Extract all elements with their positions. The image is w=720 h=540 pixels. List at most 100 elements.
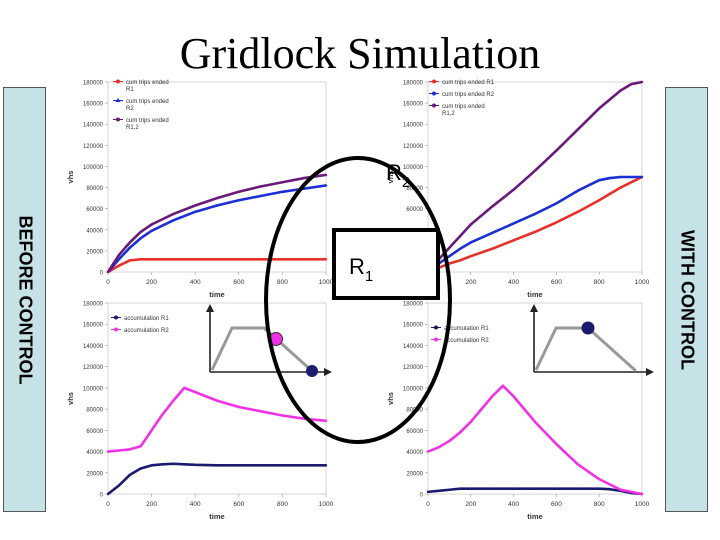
data-point xyxy=(619,488,622,491)
data-point xyxy=(128,259,131,262)
y-tick-label: 140000 xyxy=(403,123,424,129)
data-point xyxy=(150,429,153,432)
data-point xyxy=(491,487,494,490)
y-tick-label: 100000 xyxy=(403,386,424,392)
y-tick-label: 180000 xyxy=(83,81,104,87)
data-point xyxy=(608,488,612,491)
y-tick-label: 160000 xyxy=(83,102,104,108)
data-point xyxy=(640,492,644,496)
y-axis-label: vhs xyxy=(386,392,395,405)
legend-label: cum trips ended R2 xyxy=(442,92,495,98)
x-tick-label: 1000 xyxy=(319,501,334,508)
x-axis-label: time xyxy=(209,290,224,299)
data-point xyxy=(303,176,306,180)
data-point xyxy=(117,253,121,257)
y-tick-label: 140000 xyxy=(83,123,104,129)
x-tick-label: 600 xyxy=(233,501,244,508)
data-point xyxy=(194,210,197,214)
y-tick-label: 160000 xyxy=(83,323,104,329)
data-point xyxy=(194,258,197,261)
data-point xyxy=(512,222,515,225)
x-tick-label: 600 xyxy=(551,279,562,286)
data-point xyxy=(598,477,601,481)
y-tick-label: 120000 xyxy=(403,144,424,150)
data-point xyxy=(324,464,328,467)
data-point xyxy=(128,448,131,451)
y-tick-label: 60000 xyxy=(406,207,423,213)
data-point xyxy=(555,221,558,224)
x-tick-label: 0 xyxy=(106,501,110,508)
x-tick-label: 200 xyxy=(465,279,476,286)
data-point xyxy=(533,212,537,216)
data-point xyxy=(501,384,505,387)
y-tick-label: 100000 xyxy=(83,165,104,171)
series-line xyxy=(427,175,642,274)
data-point xyxy=(448,246,451,249)
data-point xyxy=(598,107,601,110)
data-point xyxy=(448,254,451,258)
y-tick-label: 80000 xyxy=(86,186,103,192)
y-tick-label: 120000 xyxy=(403,365,424,371)
data-point xyxy=(619,175,622,179)
y-tick-label: 40000 xyxy=(86,450,103,456)
data-point xyxy=(533,420,537,424)
plot-area xyxy=(427,302,643,495)
data-point xyxy=(533,487,537,490)
x-tick-label: 0 xyxy=(426,501,430,508)
legend-label: R1 xyxy=(126,87,134,93)
data-point xyxy=(117,258,121,261)
x-tick-label: 400 xyxy=(508,279,519,286)
data-point xyxy=(128,241,131,244)
y-tick-label: 40000 xyxy=(86,228,103,234)
region-circle xyxy=(264,156,452,444)
data-point xyxy=(150,464,153,467)
data-point xyxy=(448,488,451,491)
data-point xyxy=(324,419,328,422)
x-tick-label: 400 xyxy=(190,501,201,508)
data-point xyxy=(491,247,494,250)
data-point xyxy=(281,258,284,261)
y-tick-label: 160000 xyxy=(403,323,424,329)
data-point xyxy=(183,386,186,390)
region-r2-label: R2 xyxy=(386,160,410,191)
data-point xyxy=(533,169,537,172)
data-point xyxy=(117,449,121,452)
data-point xyxy=(215,464,219,467)
legend-label: accumulation R2 xyxy=(444,338,489,344)
data-point xyxy=(139,467,142,470)
data-point xyxy=(172,462,175,465)
inset-mfd-curve xyxy=(534,326,638,373)
data-point xyxy=(237,258,240,261)
region-r1-label: R1 xyxy=(349,254,373,285)
y-tick-label: 60000 xyxy=(86,207,103,213)
data-point xyxy=(281,181,284,184)
legend-label: cum trips ended xyxy=(126,99,169,105)
y-tick-label: 20000 xyxy=(86,249,103,255)
inset-r1-dot xyxy=(306,365,318,377)
data-point xyxy=(281,464,284,467)
x-tick-label: 0 xyxy=(106,279,110,286)
y-tick-label: 140000 xyxy=(403,344,424,350)
data-point xyxy=(281,190,284,193)
data-point xyxy=(259,185,262,188)
data-point xyxy=(608,176,612,180)
data-point xyxy=(106,492,110,496)
x-tick-label: 200 xyxy=(146,501,157,508)
data-point xyxy=(139,230,142,234)
plot-area xyxy=(427,81,643,273)
y-tick-label: 80000 xyxy=(86,408,103,414)
data-point xyxy=(172,258,175,261)
data-point xyxy=(469,223,472,226)
data-point xyxy=(491,205,494,208)
data-point xyxy=(512,487,515,490)
data-point xyxy=(598,487,601,490)
y-tick-label: 100000 xyxy=(403,165,424,171)
inset-x-arrow xyxy=(324,368,332,376)
y-tick-label: 40000 xyxy=(406,450,423,456)
region-r1-box xyxy=(332,228,440,300)
data-point xyxy=(512,239,515,242)
inset-dot xyxy=(581,321,595,335)
mfd-inset-with xyxy=(530,304,654,376)
